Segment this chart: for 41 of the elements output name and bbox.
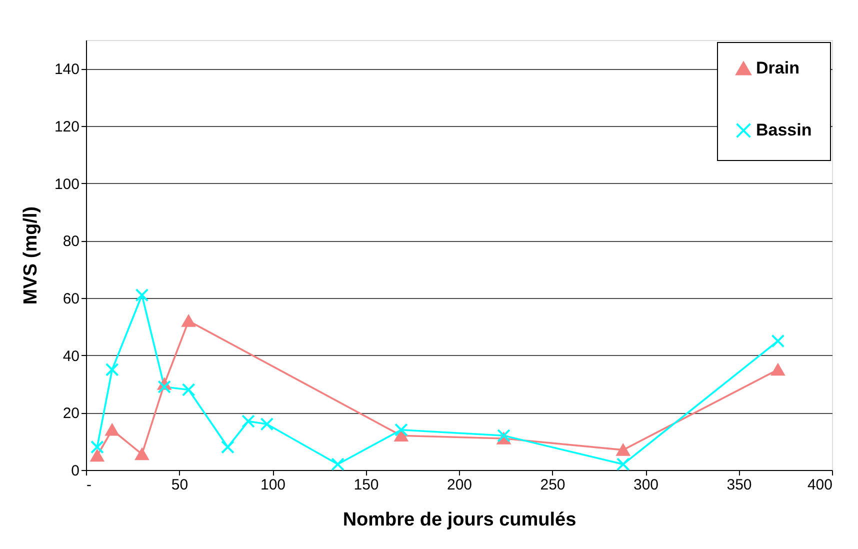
- point: [497, 428, 510, 442]
- x-tick-label: 150: [354, 476, 379, 494]
- point: [242, 414, 255, 428]
- y-tick-label: 100: [54, 176, 80, 193]
- point: [616, 458, 630, 471]
- x-tick-label: 100: [260, 476, 286, 494]
- point: [105, 362, 119, 376]
- y-tick-label: 40: [62, 348, 80, 365]
- point: [105, 424, 119, 436]
- x-tick-label: -: [86, 476, 92, 494]
- point: [331, 458, 344, 471]
- point: [90, 450, 104, 462]
- y-axis-title: MVS (mg/l): [20, 206, 42, 305]
- point: [771, 334, 785, 348]
- x-tick-label: 250: [540, 476, 566, 494]
- y-tick-label: 80: [62, 233, 80, 250]
- x-axis-title: Nombre de jours cumulés: [342, 510, 576, 530]
- point: [182, 383, 196, 396]
- point: [90, 440, 104, 454]
- y-tick-label: 0: [71, 462, 80, 480]
- legend-label: Drain: [756, 58, 800, 78]
- x-tick-label: 50: [171, 476, 188, 494]
- point: [394, 423, 408, 437]
- y-tick-label: 60: [62, 290, 80, 308]
- point: [158, 380, 172, 394]
- point: [771, 364, 785, 376]
- point: [182, 314, 196, 327]
- point: [394, 430, 408, 442]
- x-tick-label: 300: [633, 476, 659, 494]
- x-tick-label: 350: [726, 476, 752, 494]
- y-tick-label: 20: [62, 405, 80, 422]
- y-tick-label: 140: [54, 61, 80, 78]
- point: [260, 417, 274, 431]
- point: [221, 440, 234, 454]
- point: [616, 444, 630, 456]
- x-tick-label: 400: [807, 476, 832, 494]
- point: [135, 448, 149, 460]
- legend-label: Bassin: [756, 120, 812, 140]
- point: [135, 288, 149, 302]
- x-tick-label: 200: [446, 476, 472, 494]
- y-tick-label: 120: [54, 118, 80, 136]
